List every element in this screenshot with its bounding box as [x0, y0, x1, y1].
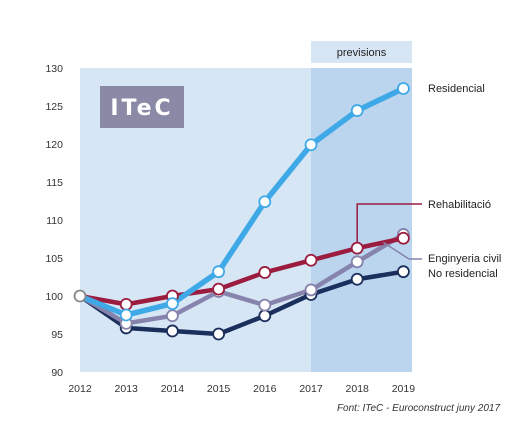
- legend-label: Enginyeria civil: [428, 253, 501, 265]
- legend: Residencial Rehabilitació Enginyeria civil…: [428, 83, 501, 280]
- logo: ITeC: [100, 86, 184, 128]
- legend-leader-line: [382, 241, 422, 260]
- y-tick-label: 115: [46, 177, 63, 189]
- forecast-band: [311, 68, 412, 372]
- forecast-band-label: previsions: [337, 47, 387, 59]
- data-point: [396, 231, 410, 245]
- data-point: [258, 266, 272, 279]
- series-lines: [77, 85, 407, 337]
- data-point: [304, 283, 318, 297]
- x-tick-label: 2014: [161, 383, 185, 395]
- data-point: [304, 253, 318, 267]
- series-line: [77, 269, 406, 337]
- logo-box: [100, 86, 184, 128]
- series-line: [77, 85, 407, 318]
- x-tick-label: 2012: [68, 383, 92, 395]
- data-point: [73, 289, 87, 303]
- series-markers: [73, 82, 410, 341]
- data-point: [304, 138, 318, 152]
- x-axis: 2012 2013 2014 2015 2016 2017 2018 2019: [68, 383, 415, 395]
- data-point: [258, 195, 272, 209]
- x-tick-label: 2019: [392, 383, 416, 395]
- data-point: [350, 255, 364, 269]
- data-point: [258, 298, 272, 312]
- data-point: [119, 297, 133, 311]
- data-point: [258, 309, 272, 323]
- y-tick-label: 120: [45, 139, 63, 151]
- y-axis: 90 95 100 105 110 115 120 125 130: [45, 63, 63, 379]
- y-tick-label: 90: [51, 367, 63, 379]
- legend-callouts: [356, 203, 422, 260]
- data-point: [212, 265, 226, 279]
- legend-label: No residencial: [428, 268, 498, 280]
- forecast-band-header: [311, 41, 412, 63]
- data-point: [212, 282, 226, 296]
- y-tick-label: 95: [51, 329, 63, 341]
- series-line: [77, 235, 406, 307]
- y-tick-label: 130: [45, 63, 63, 75]
- legend-label: Rehabilitació: [428, 199, 491, 211]
- x-tick-label: 2016: [253, 383, 277, 395]
- x-tick-label: 2013: [115, 383, 139, 395]
- data-point: [396, 82, 410, 95]
- data-point: [165, 297, 179, 311]
- y-tick-label: 100: [45, 291, 63, 303]
- y-tick-label: 110: [46, 215, 63, 227]
- x-tick-label: 2017: [299, 383, 323, 395]
- logo-text: ITeC: [110, 96, 173, 121]
- series-line: [77, 232, 406, 326]
- x-tick-label: 2015: [207, 383, 231, 395]
- data-point: [212, 327, 226, 341]
- y-tick-label: 125: [45, 101, 63, 113]
- y-tick-label: 105: [45, 253, 63, 265]
- data-point: [396, 265, 410, 279]
- legend-leader-line: [356, 203, 422, 246]
- legend-label: Residencial: [428, 83, 485, 95]
- data-point: [165, 309, 179, 323]
- data-point: [165, 324, 179, 338]
- source-note: Font: ITeC - Euroconstruct juny 2017: [337, 403, 500, 414]
- data-point: [119, 308, 133, 322]
- data-point: [350, 272, 364, 286]
- x-tick-label: 2018: [346, 383, 370, 395]
- data-point: [350, 104, 364, 117]
- data-point: [350, 241, 364, 255]
